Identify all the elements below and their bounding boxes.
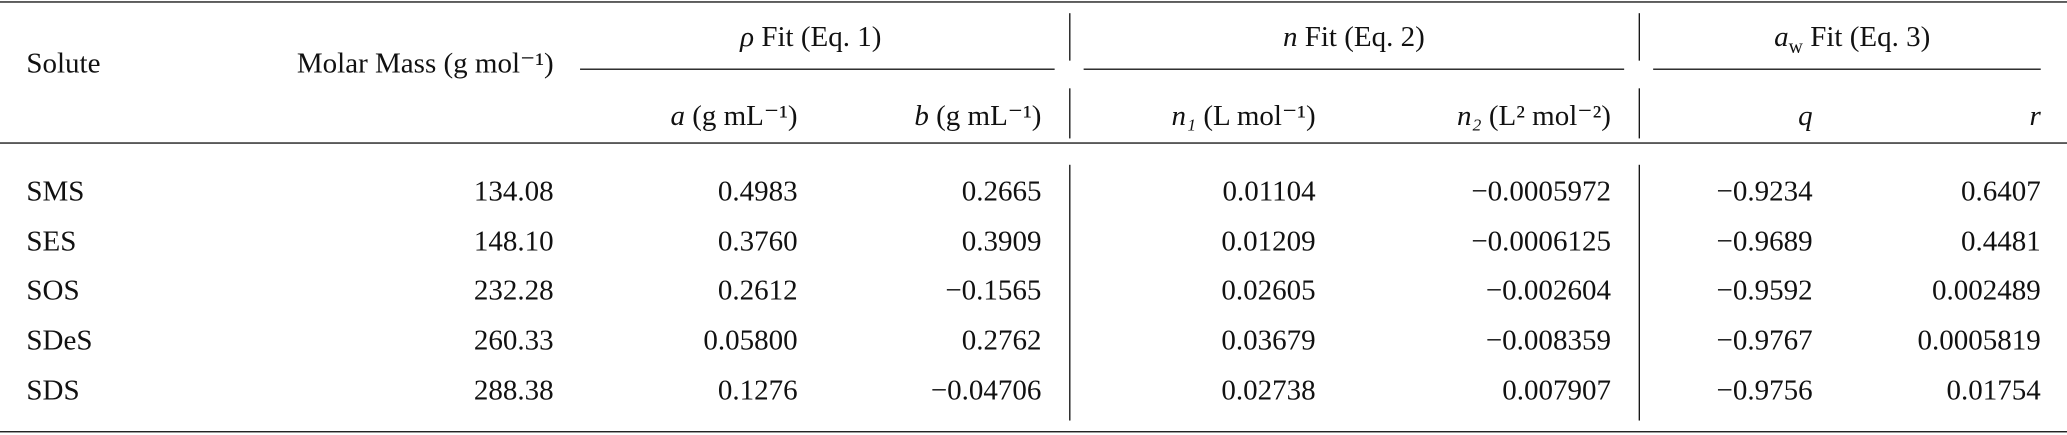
cell: −0.0005972	[1471, 174, 1611, 207]
column-separator	[1069, 88, 1071, 139]
cell: −0.9767	[1716, 322, 1813, 356]
cell: 0.1276	[717, 373, 798, 407]
label-text: Fit (Eq. 2)	[1304, 19, 1425, 53]
row-label: SDeS	[26, 322, 93, 356]
group-rule	[1653, 68, 2041, 70]
cell: 288.38	[473, 373, 554, 407]
row-label: SMS	[26, 174, 85, 207]
bottom-rule	[0, 431, 2067, 433]
group-rule	[1083, 68, 1625, 70]
cell: 0.2612	[717, 272, 798, 306]
symbol: a	[1774, 19, 1789, 53]
column-header: q	[1798, 99, 1813, 133]
cell: 0.002489	[1931, 272, 2041, 306]
cell: 0.2762	[961, 322, 1042, 356]
label-text: (g mL⁻¹)	[692, 98, 798, 132]
cell: 0.6407	[1960, 174, 2041, 207]
group-header: aw Fit (Eq. 3)	[1774, 20, 1930, 65]
cell: 0.03679	[1221, 322, 1316, 356]
column-separator	[1638, 88, 1640, 139]
symbol: ρ	[740, 19, 755, 53]
cell: −0.1565	[945, 272, 1042, 306]
cell: −0.002604	[1485, 272, 1611, 306]
row-label: SES	[26, 224, 77, 258]
row-label: SDS	[26, 373, 80, 407]
column-separator	[1638, 164, 1640, 421]
cell: 148.10	[473, 224, 554, 258]
cell: 0.4983	[717, 174, 798, 207]
column-header: b (g mL⁻¹)	[914, 99, 1041, 133]
cell: −0.9689	[1716, 224, 1813, 258]
cell: −0.04706	[930, 373, 1042, 407]
cell: 260.33	[473, 322, 554, 356]
cell: 0.2665	[961, 174, 1042, 207]
cell: 134.08	[473, 174, 554, 207]
cell: −0.008359	[1485, 322, 1611, 356]
label-text: Fit (Eq. 3)	[1810, 19, 1931, 53]
symbol: n	[1282, 19, 1298, 53]
label-text: (g mL⁻¹)	[936, 98, 1042, 132]
cell: 0.01754	[1946, 373, 2041, 407]
column-header: a (g mL⁻¹)	[670, 99, 797, 133]
column-header: n₁ (L mol⁻¹)	[1171, 99, 1315, 133]
column-header: r	[2029, 99, 2040, 133]
cell: −0.9234	[1716, 174, 1813, 207]
cell: 0.3760	[717, 224, 798, 258]
cell: 0.01104	[1222, 174, 1316, 207]
column-header: n₂ (L² mol⁻²)	[1457, 99, 1611, 133]
cell: −0.9756	[1716, 373, 1813, 407]
header-cell: Solute	[26, 46, 101, 80]
row-label: SOS	[26, 272, 80, 306]
column-separator	[1069, 164, 1071, 421]
cell: 0.02738	[1221, 373, 1316, 407]
label-text: Fit (Eq. 1)	[761, 19, 882, 53]
cell: 0.007907	[1502, 373, 1611, 407]
column-separator	[1069, 13, 1071, 61]
cell: 0.0005819	[1917, 322, 2041, 356]
cell: 0.3909	[961, 224, 1042, 258]
symbol: r	[2029, 98, 2041, 132]
cell: 0.05800	[703, 322, 798, 356]
subscript: w	[1788, 37, 1803, 59]
label-text: (L mol⁻¹)	[1203, 98, 1316, 132]
cell: 0.01209	[1221, 224, 1316, 258]
cell: −0.9592	[1716, 272, 1813, 306]
header-cell: Molar Mass (g mol⁻¹)	[296, 46, 554, 80]
symbol: q	[1798, 98, 1813, 132]
symbol: a	[670, 98, 685, 132]
cell: 0.02605	[1221, 272, 1316, 306]
cell: −0.0006125	[1471, 224, 1611, 258]
column-separator	[1638, 13, 1640, 61]
symbol: b	[914, 98, 929, 132]
symbol: n₁	[1171, 98, 1197, 132]
group-header: ρ Fit (Eq. 1)	[740, 20, 881, 54]
cell: 232.28	[473, 272, 554, 306]
group-header: n Fit (Eq. 2)	[1283, 20, 1425, 54]
cell: 0.4481	[1960, 224, 2041, 258]
group-rule	[580, 68, 1055, 70]
label-text: (L² mol⁻²)	[1488, 98, 1611, 132]
header-rule	[0, 142, 2067, 144]
symbol: n₂	[1457, 98, 1482, 132]
top-rule	[0, 1, 2067, 4]
